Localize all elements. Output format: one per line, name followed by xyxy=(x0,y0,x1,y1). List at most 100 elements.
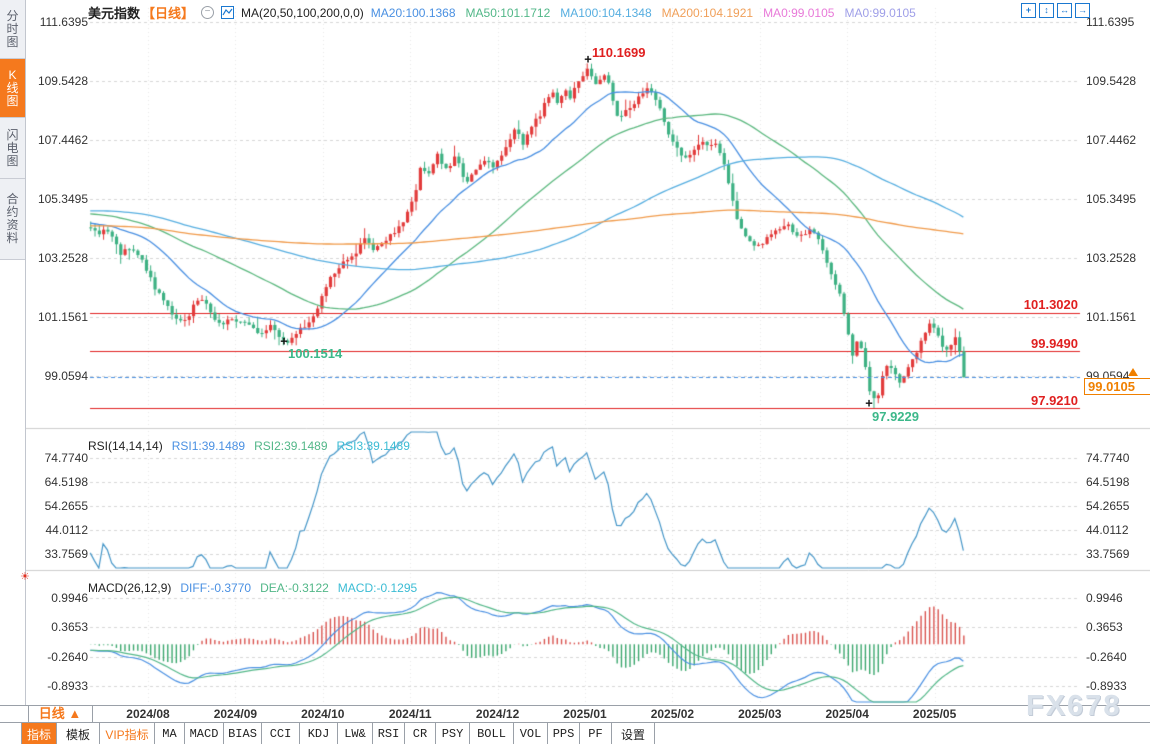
ma-value-4: MA200:104.1921 xyxy=(661,5,754,20)
y-axis-label: 64.5198 xyxy=(1086,475,1130,489)
header-icons: + ↕ ↔ → xyxy=(1021,3,1090,18)
symbol-title: 美元指数 xyxy=(88,6,141,21)
ma-values: MA20:100.1368 MA50:101.1712 MA100:104.1348… xyxy=(371,6,916,20)
rsi-title: RSI(14,14,14) xyxy=(88,439,163,453)
toolbar-item-rsi[interactable]: RSI xyxy=(373,723,405,744)
y-axis-label: -0.8933 xyxy=(1086,679,1127,693)
macd-title: MACD(26,12,9) xyxy=(88,581,172,595)
ma-formula: MA(20,50,100,200,0,0) xyxy=(241,5,364,20)
y-axis-label: 99.0594 xyxy=(44,369,88,383)
y-axis-label: 74.7740 xyxy=(44,451,88,465)
y-axis-label: 54.2655 xyxy=(44,499,88,513)
y-axis-label: 0.3653 xyxy=(51,620,88,634)
level-label-1: 101.3020 xyxy=(1023,297,1078,312)
y-axis-label: 101.1561 xyxy=(1086,310,1137,324)
y-axis-label: 0.9946 xyxy=(1086,591,1123,605)
current-price-badge: 99.0105 xyxy=(1084,378,1150,395)
y-axis-label: 103.2528 xyxy=(1086,251,1137,265)
month-label-2025-01: 2025/01 xyxy=(563,707,607,721)
sidebar-item-3[interactable]: 闪电图 xyxy=(0,118,25,179)
macd-header: MACD(26,12,9) DIFF:-0.3770 DEA:-0.3122 MAC… xyxy=(88,581,417,595)
ma-value-1: MA20:100.1368 xyxy=(370,5,456,20)
toolbar-item-pps[interactable]: PPS xyxy=(548,723,580,744)
level-label-2: 99.9490 xyxy=(1031,336,1078,351)
indicator-toolbar: 指标 模板 VIP指标 MA MACD BIAS CCI KDJ LW& RSI CR PSY BOLL… xyxy=(0,722,1150,744)
toolbar-item-[interactable]: 设置 xyxy=(612,723,655,744)
month-label-2024-12: 2024/12 xyxy=(475,707,520,721)
y-axis-label: 105.3495 xyxy=(37,192,88,206)
rsi-value-3: RSI3:39.1489 xyxy=(336,439,410,453)
rsi-values: RSI1:39.1489 RSI2:39.1489 RSI3:39.1489 xyxy=(172,439,410,453)
extreme-marker-september-low: + xyxy=(280,334,288,350)
toolbar-item-ma[interactable]: MA xyxy=(155,723,185,744)
toolbar-item-vip[interactable]: VIP指标 xyxy=(100,723,155,744)
level-label-3: 97.9210 xyxy=(1031,393,1078,408)
annotation-april-low: 97.9229 xyxy=(872,409,919,424)
pan-right-icon[interactable]: → xyxy=(1075,3,1090,18)
pane-settings-icon[interactable]: ☀ xyxy=(20,571,30,583)
ma-value-3: MA100:104.1348 xyxy=(560,5,652,20)
toolbar-item-bias[interactable]: BIAS xyxy=(224,723,262,744)
y-axis-label: 54.2655 xyxy=(1086,499,1130,513)
annotation-high: 110.1699 xyxy=(592,45,646,60)
y-axis-label: 33.7569 xyxy=(44,547,88,561)
toolbar-item-[interactable]: 模板 xyxy=(57,723,100,744)
chart-header: 美元指数 【日线】 − MA(20,50,100,200,0,0) MA20:10… xyxy=(88,3,916,22)
month-label-2024-11: 2024/11 xyxy=(388,707,432,721)
toolbar-item-cci[interactable]: CCI xyxy=(262,723,300,744)
sidebar-item-1[interactable]: 分时图 xyxy=(0,0,25,59)
zoom-vertical-icon[interactable]: ↕ xyxy=(1039,3,1054,18)
month-label-2025-04: 2025/04 xyxy=(825,707,869,721)
toolbar-item-[interactable]: 指标 xyxy=(22,723,57,744)
y-axis-label: 0.9946 xyxy=(51,591,88,605)
toolbar-item-macd[interactable]: MACD xyxy=(185,723,224,744)
toolbar-item-psy[interactable]: PSY xyxy=(436,723,470,744)
y-axis-label: 64.5198 xyxy=(44,475,88,489)
rsi-value-1: RSI1:39.1489 xyxy=(171,439,246,453)
x-axis-row xyxy=(0,705,1150,723)
corner-cell xyxy=(0,705,29,722)
month-label-2025-02: 2025/02 xyxy=(650,707,695,721)
pan-move-icon[interactable]: + xyxy=(1021,3,1036,18)
y-axis-label: 107.4462 xyxy=(1086,133,1137,147)
rsi-header: RSI(14,14,14) RSI1:39.1489 RSI2:39.1489 RS… xyxy=(88,439,410,453)
macd-value-1: DIFF:-0.3770 xyxy=(180,581,252,595)
toolbar-item-boll[interactable]: BOLL xyxy=(470,723,514,744)
collapse-icon[interactable]: − xyxy=(201,6,215,19)
watermark: FX678 xyxy=(1026,690,1122,722)
extreme-marker-april-low: + xyxy=(865,396,873,412)
month-label-2025-05: 2025/05 xyxy=(912,707,957,721)
price-up-arrow-icon xyxy=(1128,368,1138,376)
month-label-2025-03: 2025/03 xyxy=(738,707,782,721)
y-axis-label: 109.5428 xyxy=(1086,74,1137,88)
macd-value-3: MACD:-0.1295 xyxy=(337,581,418,595)
y-axis-label: 33.7569 xyxy=(1086,547,1130,561)
zoom-horizontal-icon[interactable]: ↔ xyxy=(1057,3,1072,18)
candlestick-style-icon[interactable] xyxy=(221,6,235,19)
y-axis-label: -0.2640 xyxy=(47,650,88,664)
y-axis-label: 101.1561 xyxy=(37,310,88,324)
toolbar-item-vol[interactable]: VOL xyxy=(514,723,548,744)
y-axis-label: 107.4462 xyxy=(37,133,88,147)
toolbar-item-cr[interactable]: CR xyxy=(405,723,436,744)
y-axis-label: 111.6395 xyxy=(1086,15,1135,29)
toolbar-item-kdj[interactable]: KDJ xyxy=(300,723,338,744)
y-axis-label: 0.3653 xyxy=(1086,620,1123,634)
toolbar-item-pf[interactable]: PF xyxy=(580,723,612,744)
y-axis-label: 74.7740 xyxy=(1086,451,1130,465)
extreme-marker-high: + xyxy=(584,52,592,68)
toolbar-item-lw[interactable]: LW& xyxy=(338,723,373,744)
sidebar-item-4[interactable]: 合约资料 xyxy=(0,179,25,260)
y-axis-label: -0.2640 xyxy=(1086,650,1127,664)
y-axis-label: 44.0112 xyxy=(1086,523,1129,537)
month-label-2024-10: 2024/10 xyxy=(301,707,345,721)
macd-value-2: DEA:-0.3122 xyxy=(260,581,329,595)
y-axis-label: 109.5428 xyxy=(37,74,88,88)
macd-values: DIFF:-0.3770 DEA:-0.3122 MACD:-0.1295 xyxy=(180,581,417,595)
y-axis-label: 103.2528 xyxy=(37,251,88,265)
period-selector[interactable]: 日线 ▲ xyxy=(28,705,93,722)
annotation-september-low: 100.1514 xyxy=(288,346,343,361)
